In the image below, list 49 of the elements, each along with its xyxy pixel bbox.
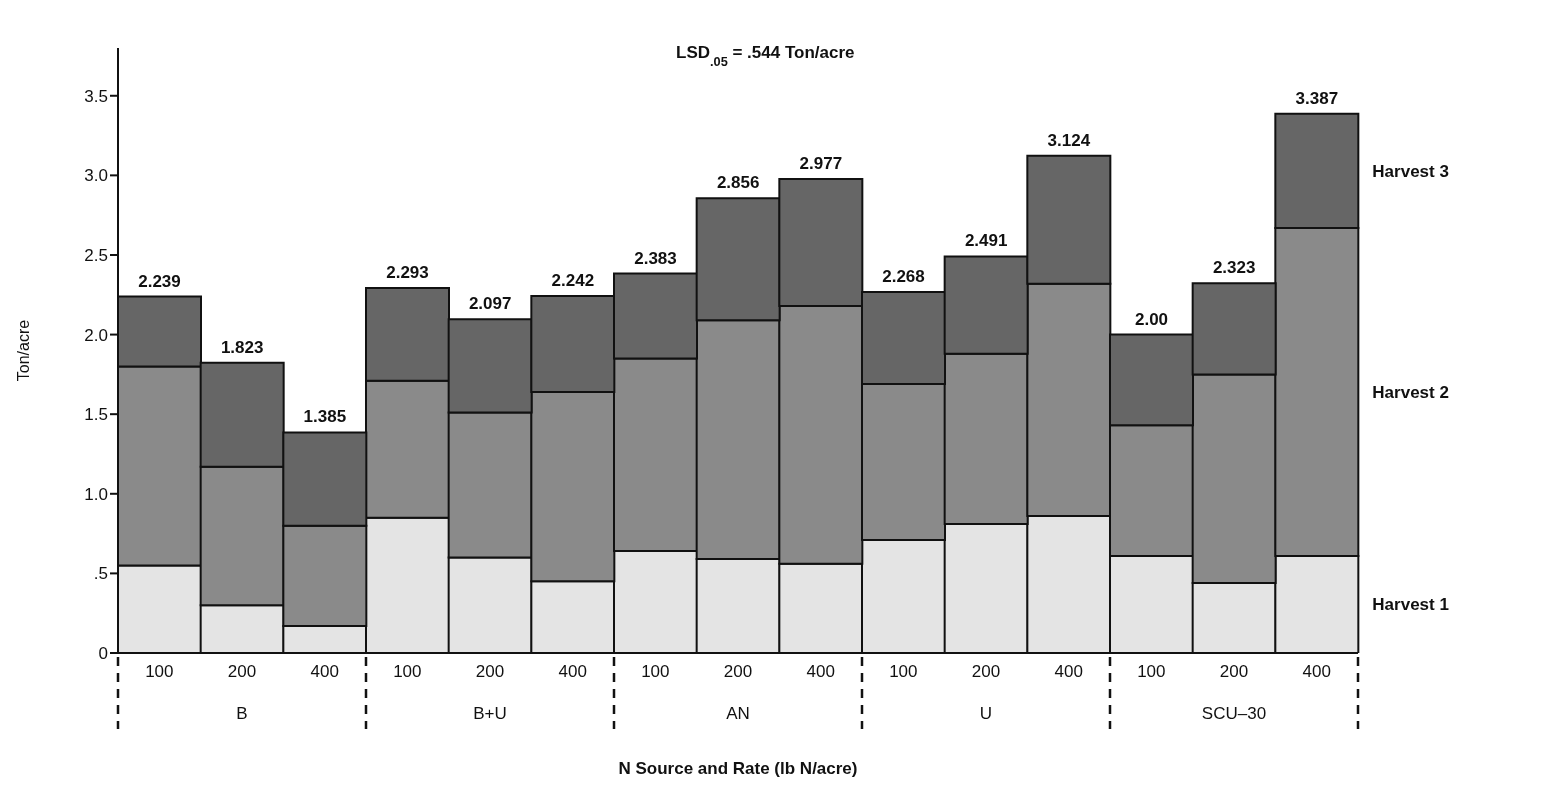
y-tick-label: 1.0: [84, 484, 108, 504]
y-tick-label: 0: [98, 644, 108, 664]
x-tick-label: 400: [806, 662, 835, 681]
total-label: 1.385: [303, 407, 347, 427]
y-tick-label: 2.0: [84, 325, 108, 345]
y-tick-label: 3.5: [84, 86, 108, 106]
x-tick-label: 100: [641, 662, 670, 681]
total-label: 1.823: [220, 337, 264, 357]
x-tick-label: 400: [558, 662, 587, 681]
total-label: 2.239: [138, 271, 181, 291]
total-label: 2.491: [964, 231, 1008, 251]
x-axis-title: N Source and Rate (lb N/acre): [618, 759, 858, 778]
y-tick-label: .5: [93, 564, 108, 584]
x-tick-label: 200: [227, 662, 257, 681]
text: U: [979, 704, 993, 723]
total-label: 2.323: [1212, 258, 1256, 278]
x-tick-label: 100: [393, 662, 422, 681]
total-label: 3.124: [1047, 130, 1091, 150]
total-label: 2.242: [551, 271, 595, 291]
x-tick-label: 400: [310, 662, 339, 681]
x-tick-label: 200: [971, 662, 1001, 681]
series-label: Harvest 1: [1372, 595, 1449, 615]
x-tick-label: 400: [1054, 662, 1083, 681]
x-tick-label: 200: [1219, 662, 1249, 681]
x-tick-label: 100: [889, 662, 918, 681]
y-tick-label: 3.0: [84, 166, 108, 186]
total-label: 2.00: [1134, 309, 1169, 329]
text: SCU–30: [1201, 704, 1267, 723]
total-label: 2.856: [716, 173, 760, 193]
text: B: [236, 704, 248, 723]
total-label: 2.293: [386, 262, 429, 282]
x-tick-label: 200: [723, 662, 753, 681]
text: AN: [726, 704, 750, 723]
series-label: Harvest 3: [1372, 161, 1449, 181]
y-tick-label: 1.5: [84, 405, 108, 425]
text: B+U: [473, 704, 507, 723]
total-label: 2.097: [468, 294, 512, 314]
total-label: 2.977: [799, 154, 843, 174]
x-tick-label: 200: [475, 662, 505, 681]
series-label: Harvest 2: [1372, 382, 1449, 402]
total-label: 2.383: [634, 248, 677, 268]
y-tick-label: 2.5: [84, 246, 108, 266]
x-tick-label: 100: [145, 662, 174, 681]
total-label: 3.387: [1295, 88, 1339, 108]
x-tick-label: 400: [1302, 662, 1331, 681]
annotation: LSD$_{.05}$ = .544 Ton/acre: [676, 43, 855, 69]
total-label: 2.268: [882, 266, 925, 286]
y-axis-title: Ton/acre: [14, 319, 32, 382]
x-tick-label: 100: [1137, 662, 1166, 681]
